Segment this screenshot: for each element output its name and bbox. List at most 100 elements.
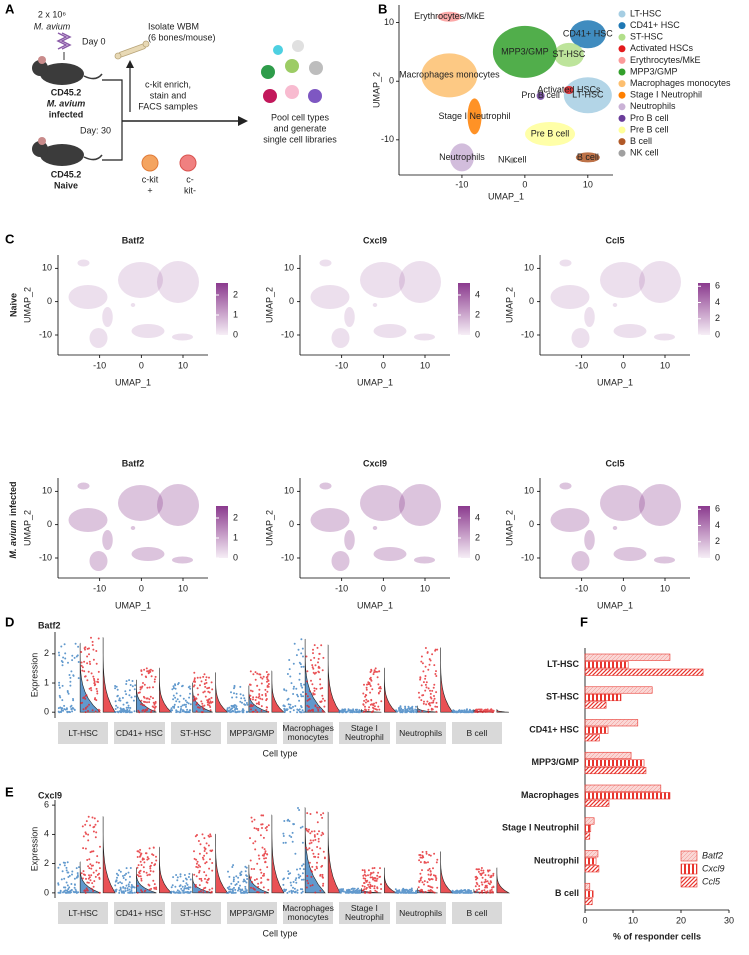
x-tick-label: -10 (93, 583, 106, 593)
y-tick-label: -10 (39, 329, 52, 339)
dose-species: M. avium (34, 21, 71, 31)
violin (102, 636, 116, 713)
legend-label: Macrophages monocytes (630, 78, 731, 88)
cluster-label: ST-HSC (552, 49, 586, 59)
cell-silhouette (654, 333, 675, 341)
legend-label: Activated HSCs (630, 43, 694, 53)
x-tick-label: -10 (93, 360, 106, 370)
cell-silhouette (550, 285, 590, 309)
bar (584, 766, 647, 775)
violin (384, 667, 398, 713)
step-text: stain and (150, 90, 187, 100)
x-tick-label: 0 (522, 179, 527, 189)
cluster-label: Neutrophils (439, 152, 485, 162)
bar (584, 726, 609, 734)
legend-swatch (618, 80, 626, 88)
colorbar (698, 283, 710, 335)
cell-silhouette (399, 261, 441, 303)
y-axis-label: UMAP_2 (504, 510, 514, 546)
x-tick-label: 20 (676, 915, 686, 925)
cluster (467, 98, 482, 135)
legend-swatch (618, 149, 626, 157)
step-text: FACS samples (138, 101, 198, 111)
category-strip: MPP3/GMP (226, 902, 277, 924)
cell-silhouette (89, 551, 108, 571)
cell-pool-icon (261, 40, 323, 103)
bar (584, 857, 597, 865)
violin (159, 667, 173, 713)
x-tick-label: 30 (724, 915, 734, 925)
y-tick-label: 0 (47, 519, 52, 529)
cell-silhouette (77, 259, 90, 267)
bar (584, 693, 622, 702)
y-axis-label: UMAP_2 (22, 287, 32, 323)
expression-points (169, 872, 192, 894)
bar (584, 832, 591, 840)
mouse-label: CD45.2 (51, 169, 82, 179)
cell-silhouette (310, 285, 350, 309)
colorbar-tick-label: 0 (475, 329, 480, 339)
chart-title: Ccl5 (605, 235, 624, 245)
colorbar (458, 283, 470, 335)
mouse-infected (32, 56, 103, 85)
bar (584, 865, 600, 873)
cluster (525, 121, 576, 146)
expression-points (57, 642, 80, 714)
colorbar-tick-label: 4 (715, 297, 720, 307)
category-strip: ST-HSC (170, 722, 221, 744)
cell-silhouette (372, 526, 378, 530)
cluster (553, 42, 584, 67)
legend-swatch (680, 876, 698, 888)
chart-title: Cxcl9 (38, 790, 62, 800)
row-label-species: M. avium (8, 520, 18, 559)
expression-points (474, 708, 495, 714)
bar (584, 784, 662, 792)
cell-silhouette (559, 259, 572, 267)
y-tick-label: LT-HSC (547, 659, 579, 669)
bar (584, 686, 653, 694)
bar (584, 824, 592, 833)
bar (584, 734, 600, 742)
x-axis-label: UMAP_1 (357, 377, 393, 387)
expression-points (451, 889, 473, 894)
legend-swatch (618, 114, 626, 122)
cell-silhouette (612, 303, 618, 307)
cell-silhouette (89, 328, 108, 348)
violin (215, 833, 229, 894)
row-label: M. avium infected (8, 481, 18, 558)
category-strip: Macrophages monocytes (282, 722, 334, 744)
violin (496, 867, 510, 894)
x-tick-label: 0 (139, 583, 144, 593)
colorbar-tick-label: 2 (233, 512, 238, 522)
panel-label: B (378, 1, 387, 16)
category-strip: MPP3/GMP (226, 722, 277, 744)
x-tick-label: 10 (628, 915, 638, 925)
x-tick-label: 0 (381, 583, 386, 593)
violin (440, 851, 454, 894)
x-axis-label: UMAP_1 (357, 600, 393, 610)
panel-label: A (5, 1, 15, 16)
cell-silhouette (360, 262, 405, 298)
panel-label: E (5, 784, 14, 799)
cell-silhouette (613, 324, 647, 338)
expression-points (282, 807, 305, 894)
cluster-label: CD41+ HSC (563, 29, 613, 39)
expression-points (394, 887, 418, 894)
cluster (569, 20, 606, 49)
y-tick-label: 0 (44, 887, 49, 897)
chart-title: Ccl5 (605, 458, 624, 468)
x-axis-label: UMAP_1 (597, 600, 633, 610)
cell-silhouette (344, 530, 355, 550)
y-tick-label: 10 (42, 263, 52, 273)
expression-points (169, 682, 192, 714)
bone-icon (114, 40, 150, 60)
y-tick-label: Macrophages (521, 790, 579, 800)
violin (327, 644, 341, 713)
cell-silhouette (373, 547, 407, 561)
x-tick-label: -10 (575, 360, 588, 370)
legend-label: Pro B cell (630, 113, 669, 123)
y-axis-label: UMAP_2 (264, 510, 274, 546)
bacteria-icon (56, 32, 72, 50)
chart-title: Cxcl9 (363, 458, 387, 468)
y-tick-label: 1 (44, 677, 49, 687)
